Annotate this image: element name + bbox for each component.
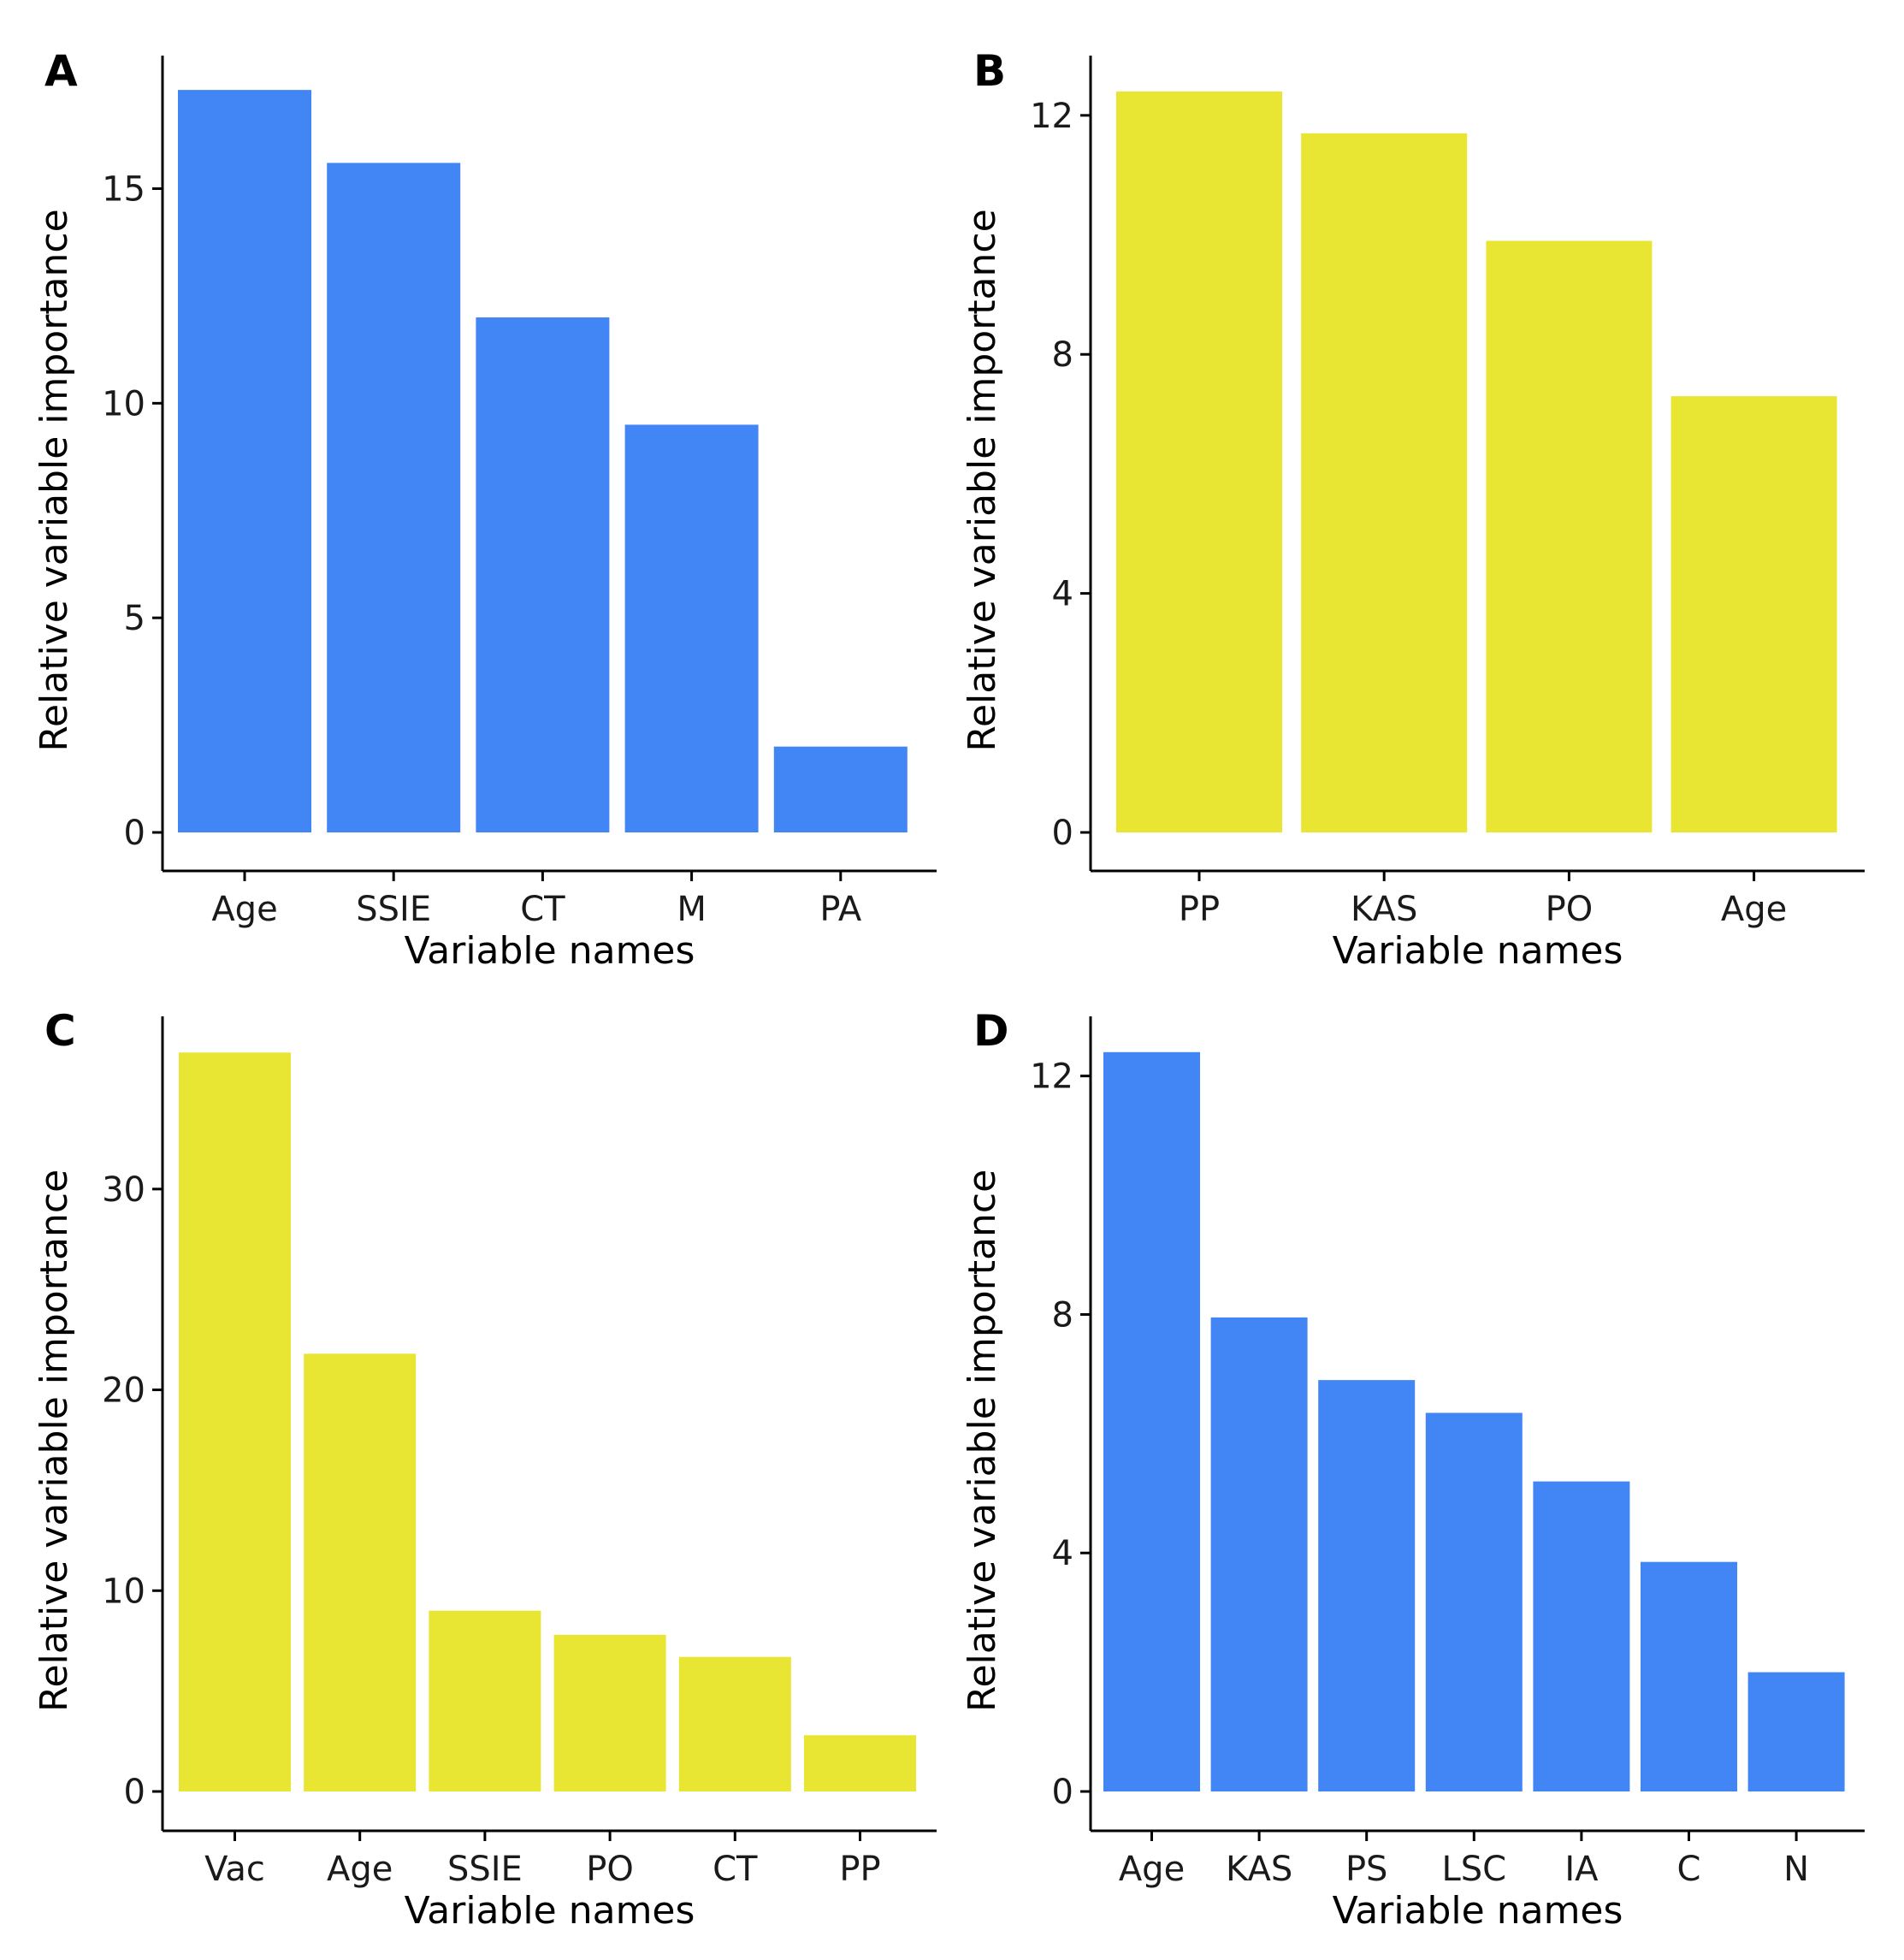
panel-label: D xyxy=(973,1006,1009,1056)
bar-age xyxy=(178,90,311,833)
y-axis-title: Relative variable importance xyxy=(33,1169,76,1712)
bar-po xyxy=(553,1634,666,1791)
bar-vac xyxy=(179,1052,291,1791)
bar-pp xyxy=(804,1735,916,1791)
bar-po xyxy=(1486,240,1653,832)
x-tick-label: M xyxy=(677,890,707,929)
bar-ssie xyxy=(429,1610,541,1791)
x-tick-label: PA xyxy=(819,890,862,929)
x-tick-label: PO xyxy=(1546,890,1594,929)
panel-c: C 0 10 20 30 Vac Age SSIE PO CT PP Variable names R… xyxy=(33,1006,937,1933)
x-tick-label: KAS xyxy=(1351,890,1417,929)
bar-ct xyxy=(678,1656,791,1791)
y-tick-label: 12 xyxy=(1030,97,1073,136)
y-tick-label: 30 xyxy=(102,1170,145,1210)
x-tick-label: Vac xyxy=(204,1850,265,1889)
x-tick-label: PO xyxy=(586,1850,634,1889)
bar-lsc xyxy=(1425,1412,1523,1791)
x-tick-label: SSIE xyxy=(356,890,431,929)
x-tick-label: Age xyxy=(211,890,277,929)
x-tick-label: Age xyxy=(327,1850,393,1889)
x-tick-label: LSC xyxy=(1441,1850,1506,1889)
y-tick-label: 0 xyxy=(124,1773,145,1812)
x-axis-title: Variable names xyxy=(405,1889,695,1933)
x-tick-label: PS xyxy=(1345,1850,1388,1889)
x-axis-title: Variable names xyxy=(1333,1889,1623,1933)
x-tick-label: N xyxy=(1783,1850,1809,1889)
bar-ia xyxy=(1533,1481,1630,1791)
y-tick-label: 4 xyxy=(1052,1534,1073,1573)
x-tick-label: Age xyxy=(1721,890,1787,929)
y-tick-label: 8 xyxy=(1052,1295,1073,1335)
bar-ct xyxy=(476,317,610,832)
panel-label: A xyxy=(44,46,78,96)
x-tick-label: IA xyxy=(1564,1850,1599,1889)
bar-age xyxy=(1103,1051,1200,1791)
y-tick-label: 5 xyxy=(124,599,145,638)
y-tick-label: 0 xyxy=(1052,1773,1073,1812)
x-tick-label: C xyxy=(1677,1850,1701,1889)
x-tick-label: Age xyxy=(1119,1850,1185,1889)
bar-age xyxy=(304,1353,417,1791)
x-tick-label: CT xyxy=(713,1850,758,1889)
y-tick-label: 0 xyxy=(1052,814,1073,853)
bar-n xyxy=(1747,1672,1845,1791)
x-tick-label: SSIE xyxy=(447,1850,523,1889)
y-tick-label: 8 xyxy=(1052,335,1073,375)
x-tick-label: KAS xyxy=(1226,1850,1292,1889)
y-tick-label: 12 xyxy=(1030,1057,1073,1097)
x-axis-title: Variable names xyxy=(1333,929,1623,973)
panel-label: C xyxy=(44,1006,76,1056)
y-tick-label: 20 xyxy=(102,1371,145,1411)
panel-label: B xyxy=(973,46,1006,96)
bar-ps xyxy=(1318,1380,1416,1791)
y-tick-label: 10 xyxy=(102,384,145,423)
bar-pa xyxy=(773,746,908,832)
bar-kas xyxy=(1210,1317,1308,1791)
y-tick-label: 4 xyxy=(1052,575,1073,614)
bar-ssie xyxy=(327,163,461,832)
x-tick-label: PP xyxy=(1179,890,1220,929)
y-axis-title: Relative variable importance xyxy=(961,209,1004,751)
bar-kas xyxy=(1301,133,1468,833)
bar-age xyxy=(1670,396,1837,832)
y-axis-title: Relative variable importance xyxy=(961,1169,1004,1712)
x-tick-label: CT xyxy=(520,890,565,929)
panel-a: A 0 5 10 15 Age SSIE CT M PA Variable names Relati… xyxy=(33,46,937,973)
bar-c xyxy=(1641,1561,1737,1791)
y-tick-label: 0 xyxy=(124,814,145,853)
x-tick-label: PP xyxy=(839,1850,880,1889)
panel-b: B 0 4 8 12 PP KAS PO Age Variable names Relative … xyxy=(961,46,1865,973)
x-axis-title: Variable names xyxy=(405,929,695,973)
panel-d: D 0 4 8 12 Age KAS PS LSC IA C N Variable names Rela… xyxy=(961,1006,1865,1933)
bar-pp xyxy=(1116,91,1282,832)
y-tick-label: 15 xyxy=(102,170,145,210)
y-tick-label: 10 xyxy=(102,1572,145,1611)
bar-m xyxy=(624,424,759,832)
y-axis-title: Relative variable importance xyxy=(33,209,76,751)
